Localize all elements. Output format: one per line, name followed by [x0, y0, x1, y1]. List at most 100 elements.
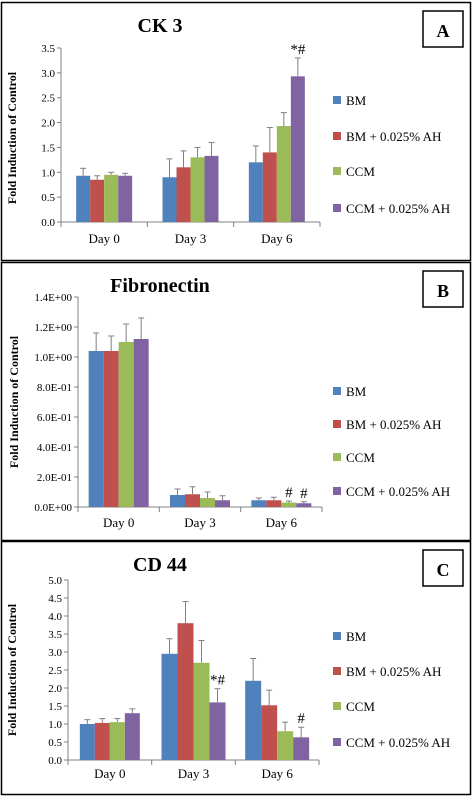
x-tick-label: Day 6: [261, 766, 293, 781]
y-tick-label: 0.0E+00: [34, 502, 72, 514]
y-axis-label: Fold Induction of Control: [5, 71, 19, 204]
legend-label: BM + 0.025% AH: [346, 664, 441, 679]
panel-label-box: [422, 270, 464, 308]
bar: [251, 500, 267, 507]
y-tick-label: 2.0: [41, 118, 55, 130]
legend-swatch: [333, 738, 341, 746]
legend-swatch: [333, 453, 341, 461]
legend-swatch: [333, 702, 341, 710]
y-tick-label: 2.0: [48, 683, 62, 695]
y-tick-label: 0.0: [48, 755, 62, 767]
significance-marker: *#: [210, 673, 226, 689]
bar: [190, 157, 205, 222]
bar: [245, 680, 262, 760]
y-tick-label: 6.0E-01: [37, 412, 72, 424]
bar: [76, 175, 91, 222]
x-tick-label: Day 6: [261, 231, 293, 246]
y-tick-label: 0.5: [48, 737, 62, 749]
legend-swatch: [333, 96, 341, 104]
x-tick-label: Day 0: [94, 766, 125, 781]
bar: [215, 500, 230, 507]
chart-title: CK 3: [138, 15, 183, 37]
bar: [118, 175, 133, 222]
y-tick-label: 3.5: [41, 43, 55, 55]
bar: [296, 503, 312, 507]
bar: [193, 662, 210, 760]
bar: [79, 724, 95, 760]
bar: [162, 177, 177, 222]
bar: [200, 498, 215, 507]
y-tick-label: 2.5: [48, 665, 62, 677]
legend-swatch: [333, 204, 341, 212]
bar: [177, 623, 194, 760]
panel-label: B: [437, 281, 449, 301]
panel-label: A: [437, 21, 450, 41]
x-tick-label: Day 0: [103, 515, 134, 530]
y-tick-label: 1.5: [41, 142, 55, 154]
x-tick-label: Day 0: [88, 231, 119, 246]
y-tick-label: 1.2E+00: [34, 322, 72, 334]
bar: [88, 351, 104, 507]
significance-marker: #: [300, 486, 308, 502]
y-tick-label: 3.0: [41, 68, 55, 80]
legend-swatch: [333, 487, 341, 495]
bar: [290, 76, 305, 222]
x-tick-label: Day 3: [175, 231, 206, 246]
significance-marker: *#: [290, 42, 306, 58]
bar: [266, 500, 282, 507]
y-tick-label: 1.0: [41, 167, 55, 179]
x-tick-label: Day 6: [266, 515, 298, 530]
y-tick-label: 2.5: [41, 93, 55, 105]
legend-label: BM: [346, 93, 367, 108]
legend-label: CCM + 0.025% AH: [346, 201, 450, 216]
legend-label: BM: [346, 629, 367, 644]
y-tick-label: 3.0: [48, 647, 62, 659]
bar: [161, 653, 178, 760]
y-tick-label: 2.0E-01: [37, 472, 72, 484]
legend-label: CCM: [346, 450, 375, 465]
legend-swatch: [333, 132, 341, 140]
bar: [170, 495, 185, 507]
bar: [277, 731, 294, 760]
y-axis-label: Fold Induction of Control: [5, 603, 19, 736]
y-tick-label: 1.5: [48, 701, 62, 713]
chart-panel-c: CD 44 C 0.0 0.5 1.0 1.5 2.0 2.5 3.0 3.5 4.0 4.5 5.0 F…: [0, 540, 472, 796]
bar: [276, 126, 291, 222]
chart-panel-a: CK 3 A 0.0 0.5 1.0 1.5 2.0 2.5 3.0 3.5 Fold Induct…: [0, 1, 472, 262]
panel-frame: [0, 261, 472, 542]
y-tick-label: 4.0E-01: [37, 442, 72, 454]
y-tick-label: 0.0: [41, 217, 55, 229]
panel-frame: [0, 1, 472, 262]
bar: [248, 162, 263, 222]
bar: [185, 494, 200, 507]
legend-swatch: [333, 420, 341, 428]
significance-marker: #: [297, 711, 305, 727]
y-tick-label: 1.0E+00: [34, 352, 72, 364]
y-tick-label: 4.5: [48, 593, 62, 605]
legend-label: BM + 0.025% AH: [346, 417, 441, 432]
legend-label: CCM + 0.025% AH: [346, 484, 450, 499]
bar: [118, 342, 134, 507]
legend-label: BM: [346, 384, 367, 399]
panel-label: C: [437, 560, 450, 580]
bar: [176, 167, 191, 222]
significance-marker: #: [285, 485, 293, 501]
panel-label-box: [422, 10, 464, 48]
chart-panel-b: Fibronectin B 0.0E+00 2.0E-01 4.0E-01 6.0E-01…: [0, 261, 472, 542]
bar: [133, 339, 149, 507]
legend-label: CCM: [346, 699, 375, 714]
bar: [109, 722, 125, 760]
x-tick-label: Day 3: [184, 515, 215, 530]
legend-swatch: [333, 632, 341, 640]
bar: [262, 152, 277, 222]
y-tick-label: 4.0: [48, 611, 62, 623]
bar: [204, 155, 219, 222]
y-tick-label: 5.0: [48, 575, 62, 587]
bar: [103, 351, 119, 507]
bar: [261, 705, 278, 760]
y-tick-label: 1.0: [48, 719, 62, 731]
panel-label-box: [422, 549, 464, 587]
bar: [94, 722, 110, 760]
